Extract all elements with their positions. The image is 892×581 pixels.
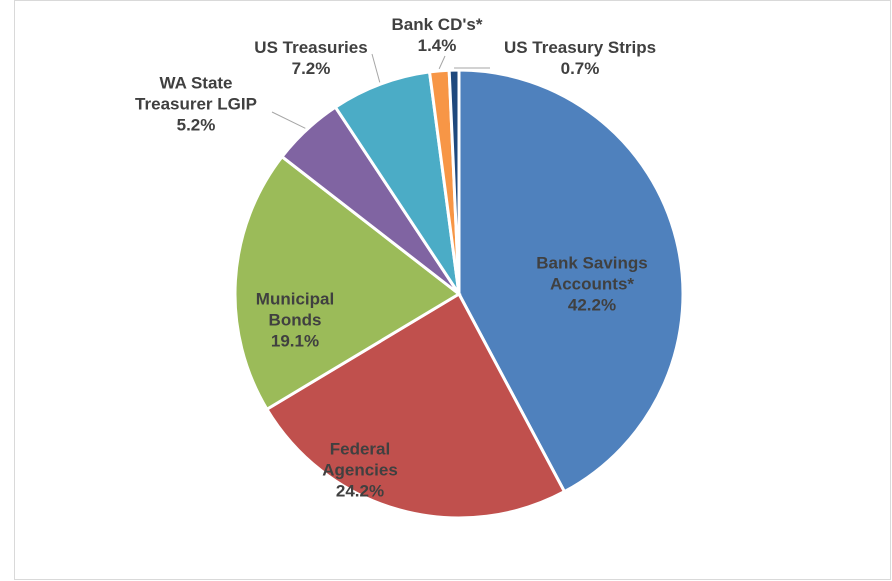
slice-label: US Treasury Strips 0.7% xyxy=(490,37,670,79)
slice-label: WA State Treasurer LGIP 5.2% xyxy=(121,73,271,136)
leader-line xyxy=(438,55,446,70)
category-label: Bank CD's* xyxy=(391,15,483,34)
pie-slice xyxy=(457,68,685,494)
pie-slice xyxy=(264,291,567,520)
chart-frame xyxy=(14,0,891,580)
slice-label: Bank Savings Accounts* 42.2% xyxy=(517,253,667,316)
category-label: Federal Agencies xyxy=(322,439,398,480)
category-label: Bank Savings Accounts* xyxy=(536,253,648,294)
slice-label: Municipal Bonds 19.1% xyxy=(238,289,353,352)
value-label: 0.7% xyxy=(560,59,600,78)
slice-label: Federal Agencies 24.2% xyxy=(310,439,410,502)
category-label: WA State Treasurer LGIP xyxy=(135,73,257,114)
pie-slice xyxy=(447,68,461,295)
category-label: US Treasuries xyxy=(254,38,368,57)
value-label: 7.2% xyxy=(291,59,331,78)
category-label: US Treasury Strips xyxy=(503,38,657,57)
pie-slice xyxy=(233,154,462,412)
value-label: 24.2% xyxy=(335,481,385,501)
value-label: 5.2% xyxy=(176,115,216,135)
slice-label: Bank CD's* 1.4% xyxy=(377,14,497,56)
value-label: 19.1% xyxy=(270,331,320,351)
leader-line xyxy=(371,53,381,83)
leader-line xyxy=(271,111,306,129)
category-label: Municipal Bonds xyxy=(255,289,335,330)
value-label: 1.4% xyxy=(417,36,457,55)
pie-slice xyxy=(333,70,461,295)
slice-label: US Treasuries 7.2% xyxy=(241,37,381,79)
value-label: 42.2% xyxy=(567,295,617,315)
